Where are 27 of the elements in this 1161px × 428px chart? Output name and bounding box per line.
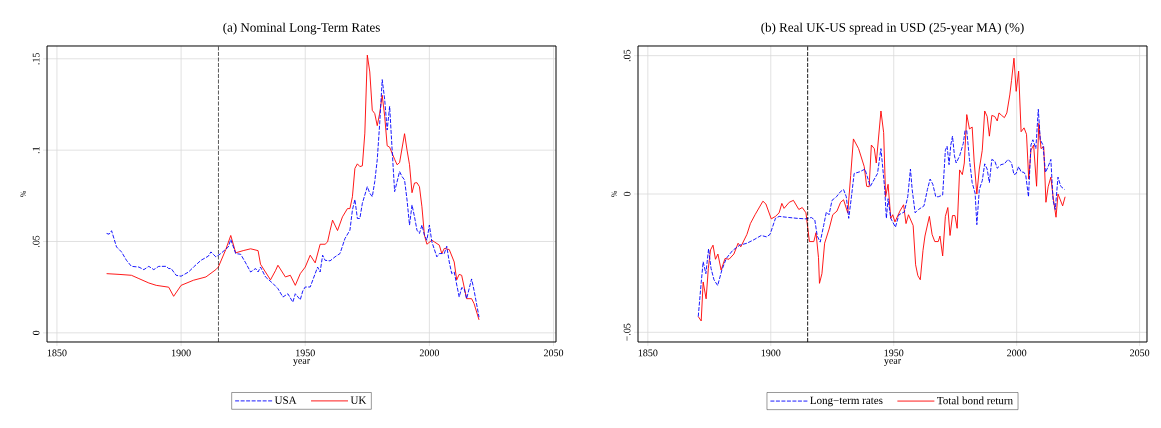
legend-label: UK [350,396,367,404]
legend-label: Total bond return [937,396,1013,405]
y-tick-label: .1 [32,146,40,154]
y-tick-label: .05 [32,235,40,248]
legend-label: USA [274,396,297,404]
x-axis-title: year [884,359,902,367]
chart-title: (b) Real UK-US spread in USD (25-year MA) (%) [761,22,1024,35]
x-tick-label: 1950 [296,349,315,357]
x-tick-label: 2050 [543,349,564,357]
x-tick-label: 2050 [1130,349,1150,357]
x-axis-title: year [293,359,311,367]
x-tick-label: 1850 [638,349,658,357]
x-tick-label: 1900 [171,349,191,357]
x-tick-label: 1950 [884,349,904,357]
x-tick-label: 1850 [47,349,67,357]
y-tick-label: 0 [32,330,40,335]
chart-title: (a) Nominal Long-Term Rates [223,22,380,35]
y-axis-title: % [20,190,26,198]
y-tick-label: 0 [623,191,631,197]
y-tick-label: .15 [32,52,40,65]
legend-label: Long−term rates [810,396,883,407]
x-tick-label: 2000 [419,349,440,357]
y-tick-label: −.05 [623,323,631,341]
x-tick-label: 2000 [1007,349,1027,357]
y-tick-label: .05 [623,49,631,62]
x-tick-label: 1900 [761,349,781,357]
y-axis-title: % [611,190,617,198]
